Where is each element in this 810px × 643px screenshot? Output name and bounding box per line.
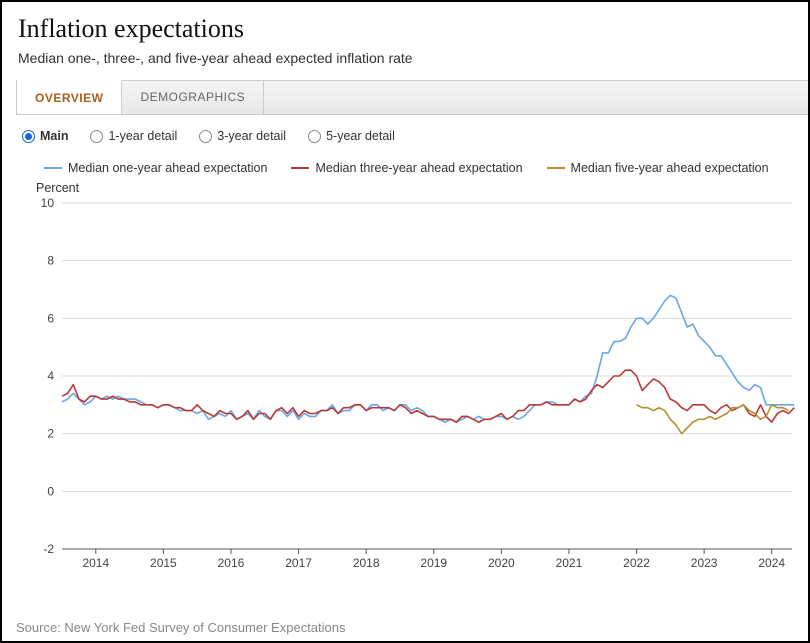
- tab-overview[interactable]: OVERVIEW: [17, 80, 122, 114]
- chart-frame: Inflation expectations Median one-, thre…: [0, 0, 810, 643]
- source-text: Source: New York Fed Survey of Consumer …: [16, 620, 346, 635]
- tab-bar: OVERVIEWDEMOGRAPHICS: [16, 80, 808, 115]
- radio-3-year-detail[interactable]: 3-year detail: [199, 129, 286, 143]
- svg-text:2017: 2017: [285, 556, 312, 570]
- radio-dot-icon: [199, 130, 212, 143]
- radio-dot-icon: [308, 130, 321, 143]
- radio-dot-icon: [22, 130, 35, 143]
- radio-main[interactable]: Main: [22, 129, 68, 143]
- svg-text:2021: 2021: [556, 556, 583, 570]
- svg-text:0: 0: [47, 484, 54, 498]
- legend-label: Median one-year ahead expectation: [68, 161, 267, 175]
- svg-text:2022: 2022: [623, 556, 650, 570]
- svg-text:2020: 2020: [488, 556, 515, 570]
- svg-text:4: 4: [47, 369, 54, 383]
- page-title: Inflation expectations: [18, 14, 808, 44]
- page-subtitle: Median one-, three-, and five-year ahead…: [18, 50, 808, 66]
- radio-label: 3-year detail: [217, 129, 286, 143]
- legend-swatch: [44, 167, 62, 169]
- radio-dot-icon: [90, 130, 103, 143]
- radio-label: 5-year detail: [326, 129, 395, 143]
- legend-item: Median five-year ahead expectation: [547, 161, 769, 175]
- legend-label: Median five-year ahead expectation: [571, 161, 769, 175]
- legend-swatch: [547, 167, 565, 169]
- svg-text:2: 2: [47, 427, 54, 441]
- svg-text:6: 6: [47, 311, 54, 325]
- radio-5-year-detail[interactable]: 5-year detail: [308, 129, 395, 143]
- svg-text:-2: -2: [43, 542, 54, 556]
- svg-text:10: 10: [41, 197, 55, 210]
- legend-item: Median three-year ahead expectation: [291, 161, 522, 175]
- svg-text:2023: 2023: [691, 556, 718, 570]
- tab-demographics[interactable]: DEMOGRAPHICS: [122, 81, 264, 114]
- view-radio-group: Main 1-year detail 3-year detail 5-year det…: [18, 115, 808, 151]
- y-axis-title: Percent: [18, 179, 808, 195]
- svg-text:2018: 2018: [353, 556, 380, 570]
- svg-text:2019: 2019: [420, 556, 447, 570]
- radio-label: Main: [40, 129, 68, 143]
- radio-1-year-detail[interactable]: 1-year detail: [90, 129, 177, 143]
- legend-label: Median three-year ahead expectation: [315, 161, 522, 175]
- chart-legend: Median one-year ahead expectation Median …: [18, 151, 808, 179]
- svg-text:2014: 2014: [82, 556, 109, 570]
- svg-text:8: 8: [47, 254, 54, 268]
- line-chart-svg: -2 0 2 4 6 8 10 2014 2015 2016 2017 2018 2019 2020 202…: [18, 197, 798, 577]
- chart-area: -2 0 2 4 6 8 10 2014 2015 2016 2017 2018 2019 2020 202…: [18, 197, 798, 577]
- svg-text:2015: 2015: [150, 556, 177, 570]
- svg-text:2024: 2024: [758, 556, 785, 570]
- legend-swatch: [291, 167, 309, 169]
- radio-label: 1-year detail: [108, 129, 177, 143]
- svg-text:2016: 2016: [218, 556, 245, 570]
- legend-item: Median one-year ahead expectation: [44, 161, 267, 175]
